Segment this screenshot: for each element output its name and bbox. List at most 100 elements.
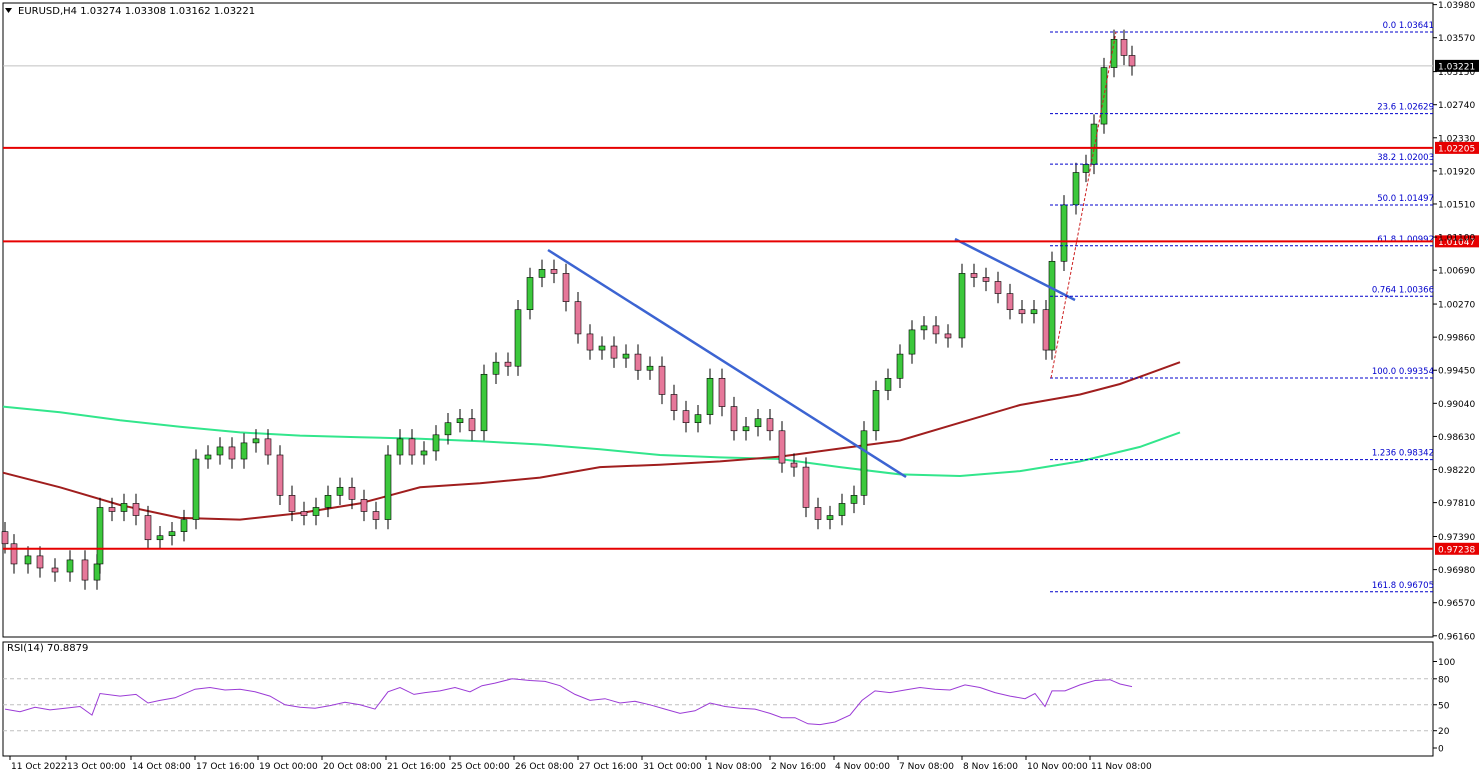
y-tick-label: 0.96980	[1438, 566, 1475, 576]
bear-candle	[574, 301, 582, 335]
bull-candle	[156, 535, 164, 541]
bear-candle	[1006, 293, 1014, 311]
rsi-tick-label: 80	[1438, 675, 1450, 685]
y-tick-label: 1.03980	[1438, 1, 1475, 11]
bear-candle	[1, 531, 9, 545]
x-tick-label: 21 Oct 16:00	[387, 762, 446, 772]
x-tick-label: 2 Nov 16:00	[771, 762, 826, 772]
bull-candle	[1060, 204, 1068, 262]
bull-candle	[420, 450, 428, 456]
bull-candle	[66, 559, 74, 573]
rsi-tick-label: 100	[1438, 658, 1455, 668]
y-tick-label: 1.01920	[1438, 167, 1475, 177]
y-tick-label: 1.01510	[1438, 200, 1475, 210]
bear-candle	[1120, 39, 1128, 56]
bear-candle	[264, 438, 272, 456]
level-price-tag	[1435, 542, 1479, 555]
bull-candle	[754, 418, 762, 428]
bear-candle	[610, 345, 618, 359]
fib-level-label: 38.2 1.02003	[1377, 153, 1434, 163]
rsi-tick-label: 0	[1438, 745, 1444, 755]
bear-candle	[586, 333, 594, 351]
y-tick-label: 0.96160	[1438, 632, 1475, 642]
bull-candle	[908, 329, 916, 355]
bear-candle	[276, 454, 284, 496]
chart-header: EURUSD,H4 1.03274 1.03308 1.03162 1.0322…	[18, 6, 255, 17]
main-panel-frame	[2, 2, 1434, 638]
bear-candle	[682, 410, 690, 424]
bull-candle	[192, 458, 200, 520]
bear-candle	[504, 361, 512, 367]
bear-candle	[778, 430, 786, 464]
y-tick-label: 0.96570	[1438, 599, 1475, 609]
y-tick-label: 1.01100	[1438, 234, 1475, 244]
y-tick-label: 1.03150	[1438, 68, 1475, 78]
x-tick-label: 13 Oct 00:00	[67, 762, 126, 772]
bear-candle	[790, 462, 798, 468]
bull-candle	[646, 365, 654, 371]
rsi-tick-label: 20	[1438, 727, 1450, 737]
bull-candle	[958, 273, 966, 339]
bull-candle	[180, 519, 188, 532]
bull-candle	[598, 345, 606, 351]
bull-candle	[168, 531, 176, 537]
bull-candle	[456, 418, 464, 424]
collapse-triangle-icon[interactable]	[5, 8, 12, 13]
x-tick-label: 25 Oct 00:00	[451, 762, 510, 772]
bear-candle	[372, 511, 380, 520]
bear-candle	[766, 418, 774, 432]
bear-candle	[288, 495, 296, 512]
bull-candle	[216, 446, 224, 456]
bull-candle	[480, 373, 488, 432]
x-tick-label: 8 Nov 16:00	[963, 762, 1018, 772]
bear-candle	[36, 555, 44, 569]
bear-candle	[562, 273, 570, 302]
fib-level-label: 61.8 1.00992	[1377, 235, 1434, 245]
bull-candle	[204, 454, 212, 460]
x-tick-label: 17 Oct 16:00	[196, 762, 255, 772]
bear-candle	[228, 446, 236, 460]
bear-candle	[814, 507, 822, 520]
bull-candle	[694, 414, 702, 424]
bull-candle	[384, 454, 392, 520]
x-tick-label: 11 Nov 08:00	[1091, 762, 1152, 772]
bull-candle	[1030, 309, 1038, 315]
bear-candle	[408, 438, 416, 456]
bull-candle	[324, 495, 332, 508]
bear-candle	[132, 503, 140, 516]
fib-level-label: 1.236 0.98342	[1372, 449, 1434, 459]
bear-candle	[550, 269, 558, 274]
bull-candle	[1082, 164, 1090, 173]
fib-level-label: 0.0 1.03641	[1383, 21, 1434, 31]
bull-candle	[860, 430, 868, 496]
bull-candle	[706, 378, 714, 415]
bear-candle	[10, 543, 18, 565]
bull-candle	[538, 269, 546, 278]
level-price-label: 1.02205	[1438, 144, 1475, 154]
level-price-label: 0.97238	[1438, 545, 1475, 555]
bear-candle	[348, 486, 356, 500]
current-price-label: 1.03221	[1438, 62, 1475, 72]
y-tick-label: 0.99860	[1438, 334, 1475, 344]
fib-level-label: 161.8 0.96705	[1372, 581, 1434, 591]
current-price-tag	[1435, 59, 1479, 72]
x-tick-label: 14 Oct 08:00	[132, 762, 191, 772]
bear-candle	[81, 559, 89, 581]
y-tick-label: 0.99450	[1438, 367, 1475, 377]
bear-candle	[670, 394, 678, 411]
bear-candle	[802, 466, 810, 508]
bull-candle	[492, 361, 500, 375]
bear-candle	[144, 515, 152, 541]
bull-candle	[526, 277, 534, 311]
y-tick-label: 1.00270	[1438, 301, 1475, 311]
y-tick-label: 0.97390	[1438, 533, 1475, 543]
bear-candle	[718, 378, 726, 407]
bull-candle	[622, 353, 630, 359]
x-tick-label: 11 Oct 2022	[11, 762, 67, 772]
bear-candle	[108, 507, 116, 512]
bull-candle	[444, 422, 452, 436]
fib-level-label: 23.6 1.02629	[1377, 103, 1434, 113]
downtrend-line-2	[954, 237, 1076, 302]
y-tick-label: 0.98220	[1438, 466, 1475, 476]
